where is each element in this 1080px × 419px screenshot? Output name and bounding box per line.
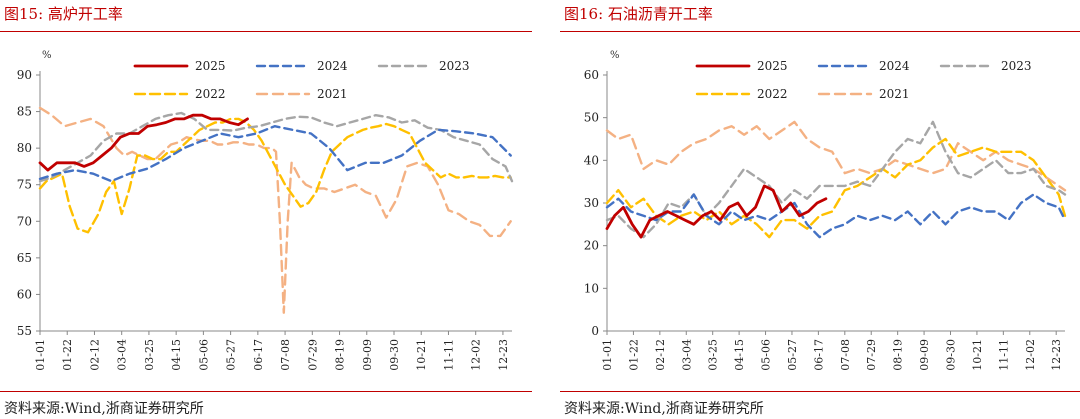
- x-tick-label: 12-02: [1024, 339, 1037, 371]
- series-line-2021: [605, 120, 1067, 192]
- x-tick-label: 01-22: [61, 339, 74, 371]
- x-tick-label: 01-22: [627, 339, 640, 371]
- y-tick-label: 85: [17, 105, 32, 119]
- y-tick-label: 55: [17, 324, 32, 338]
- source-note: 资料来源:Wind,浙商证券研究所: [564, 401, 764, 417]
- series-line-2025: [38, 113, 249, 172]
- x-tick-label: 03-25: [707, 339, 720, 371]
- x-tick-label: 07-08: [279, 339, 292, 371]
- legend-label-2023: 2023: [1001, 59, 1032, 73]
- x-tick-label: 03-25: [143, 339, 156, 371]
- title-rule: [0, 31, 532, 32]
- x-tick-label: 09-30: [945, 339, 958, 371]
- chart-title: 图16: 石油沥青开工率: [564, 5, 713, 23]
- legend-label-2024: 2024: [317, 59, 348, 73]
- y-tick-label: 75: [17, 178, 32, 192]
- x-tick-label: 12-02: [470, 339, 483, 371]
- x-tick-label: 10-21: [415, 339, 428, 371]
- series-line-2024: [38, 124, 512, 183]
- x-tick-label: 01-01: [34, 339, 47, 371]
- legend-label-2025: 2025: [195, 59, 226, 73]
- y-tick-label: 70: [17, 214, 32, 228]
- chart-title: 图15: 高炉开工率: [4, 5, 123, 23]
- x-tick-label: 10-21: [971, 339, 984, 371]
- x-tick-label: 05-27: [786, 339, 799, 371]
- legend-label-2021: 2021: [317, 87, 348, 101]
- x-tick-label: 07-08: [839, 339, 852, 371]
- x-tick-label: 06-17: [812, 339, 825, 371]
- y-tick-label: 20: [584, 239, 599, 253]
- x-tick-label: 05-06: [760, 339, 773, 371]
- y-tick-label: 10: [584, 281, 599, 295]
- legend-label-2022: 2022: [757, 87, 788, 101]
- y-tick-label: 40: [584, 153, 599, 167]
- y-tick-label: 0: [591, 324, 599, 338]
- x-tick-label: 02-12: [88, 339, 101, 371]
- blast-furnace-chart: % 55 60 65 70 75 80 85 90 01-01 01-22 02-12 03-04 03-…: [17, 50, 514, 371]
- footer-rule: [0, 391, 532, 392]
- x-tick-label: 11-11: [997, 339, 1010, 371]
- y-tick-label: 65: [17, 251, 32, 265]
- footer-rule: [560, 391, 1080, 392]
- x-tick-label: 05-27: [225, 339, 238, 371]
- x-tick-label: 09-09: [361, 339, 374, 371]
- legend-label-2024: 2024: [879, 59, 910, 73]
- x-tick-label: 05-06: [197, 339, 210, 371]
- legend-label-2025: 2025: [757, 59, 788, 73]
- x-tick-label: 12-23: [1050, 339, 1063, 371]
- y-unit-label: %: [42, 50, 52, 61]
- x-tick-label: 06-17: [252, 339, 265, 371]
- series-line-2025: [605, 184, 828, 239]
- x-tick-label: 03-04: [116, 339, 129, 371]
- x-tick-label: 07-29: [865, 339, 878, 371]
- x-tick-label: 01-01: [601, 339, 614, 371]
- x-tick-label: 04-15: [170, 339, 183, 371]
- source-note: 资料来源:Wind,浙商证券研究所: [4, 401, 204, 417]
- series-line-2022: [605, 137, 1067, 239]
- y-tick-label: 50: [584, 111, 599, 125]
- x-tick-label: 11-11: [442, 339, 455, 371]
- y-tick-label: 30: [584, 196, 599, 210]
- legend-label-2023: 2023: [439, 59, 470, 73]
- series-line-2023: [605, 120, 1067, 239]
- y-unit-label: %: [610, 50, 620, 61]
- title-rule: [560, 31, 1080, 32]
- x-tick-label: 07-29: [306, 339, 319, 371]
- series-line-2024: [605, 193, 1067, 239]
- blast-furnace-panel: 图15: 高炉开工率 % 55 60 65 70 75 80 85 90 01-01 01-22 02…: [0, 0, 532, 417]
- x-tick-label: 09-30: [388, 339, 401, 371]
- x-tick-label: 08-19: [892, 339, 905, 371]
- y-tick-label: 80: [17, 141, 32, 155]
- x-tick-label: 09-09: [918, 339, 931, 371]
- asphalt-chart: % 0 10 20 30 40 50 60 01-01 01-22 02-12 03-04 03-25 0…: [584, 50, 1067, 371]
- legend-label-2022: 2022: [195, 87, 226, 101]
- legend-label-2021: 2021: [879, 87, 910, 101]
- x-tick-label: 04-15: [733, 339, 746, 371]
- y-tick-label: 60: [584, 68, 599, 82]
- asphalt-panel: 图16: 石油沥青开工率 % 0 10 20 30 40 50 60 01-01 01-22 02-…: [560, 0, 1080, 417]
- x-tick-label: 08-19: [334, 339, 347, 371]
- series-line-2022: [38, 117, 512, 234]
- x-tick-label: 03-04: [680, 339, 693, 371]
- series-line-2021: [38, 106, 512, 314]
- y-tick-label: 90: [17, 68, 32, 82]
- y-tick-label: 60: [17, 287, 32, 301]
- x-tick-label: 02-12: [654, 339, 667, 371]
- x-tick-label: 12-23: [497, 339, 510, 371]
